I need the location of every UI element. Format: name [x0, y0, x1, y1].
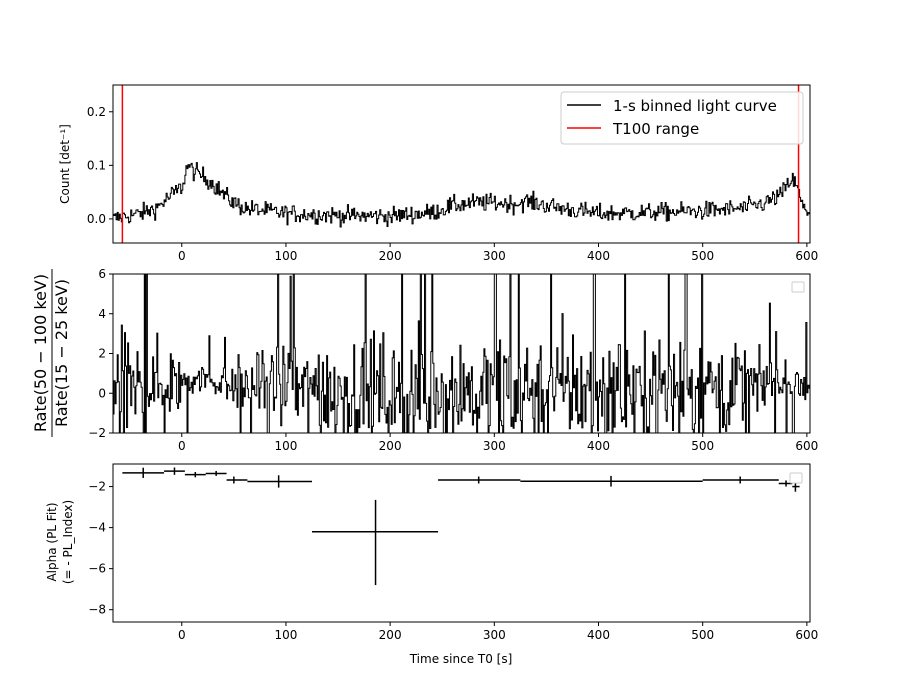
x-tick-label: 400 — [587, 628, 610, 642]
light-curve-ylabel: Count [det⁻¹] — [58, 124, 72, 204]
panel-light-curve: 0 100 200 300 400 500 600 0.0 0.1 0.2 Count [det⁻… — [58, 84, 818, 263]
hardness-ylabel-denominator: Rate(15 − 25 keV) — [52, 279, 71, 427]
panel-hardness-ratio: 0 100 200 300 400 500 600 −2 0 2 4 6 Rate(50 − 100 … — [31, 267, 818, 453]
y-tick-label: 0.0 — [87, 212, 106, 226]
hardness-plot-area — [113, 274, 810, 433]
x-tick-label: 300 — [483, 249, 506, 263]
y-tick-label: −6 — [88, 562, 106, 576]
y-tick-label: 6 — [98, 267, 106, 281]
alpha-ylabel: Alpha (PL Fit) — [45, 502, 59, 581]
x-tick-label: 200 — [379, 249, 402, 263]
legend-box — [560, 91, 804, 145]
light-curve-ticks: 0 100 200 300 400 500 600 0.0 0.1 0.2 — [87, 105, 818, 263]
alpha-empty-legend — [789, 472, 803, 484]
y-tick-label: −2 — [88, 426, 106, 440]
light-curve-series-line — [113, 162, 810, 228]
x-tick-label: 600 — [795, 249, 818, 263]
y-tick-label: 0.1 — [87, 158, 106, 172]
hardness-ylabel: Rate(50 − 100 keV) Rate(15 − 25 keV) — [31, 269, 71, 437]
hardness-empty-legend — [791, 281, 805, 293]
alpha-ticks: 0 100 200 300 400 500 600 −8 −6 −4 −2 — [88, 480, 818, 642]
x-tick-label: 100 — [274, 628, 297, 642]
x-tick-label: 100 — [274, 439, 297, 453]
y-tick-label: 0.2 — [87, 105, 106, 119]
x-tick-label: 0 — [178, 439, 186, 453]
x-tick-label: 500 — [691, 249, 714, 263]
y-tick-label: 2 — [98, 347, 106, 361]
y-tick-label: −8 — [88, 603, 106, 617]
alpha-axes-frame — [112, 463, 811, 623]
y-tick-label: −2 — [88, 480, 106, 494]
hardness-ylabel-numerator: Rate(50 − 100 keV) — [31, 274, 50, 432]
x-tick-label: 100 — [274, 249, 297, 263]
y-tick-label: 0 — [98, 386, 106, 400]
x-tick-label: 400 — [587, 439, 610, 453]
alpha-ylabel-secondary: (= - PL_Index) — [61, 500, 75, 584]
light-curve-legend: 1-s binned light curve T100 range — [560, 91, 804, 145]
x-tick-label: 500 — [691, 628, 714, 642]
legend-label-t100: T100 range — [612, 120, 699, 138]
x-tick-label: 600 — [795, 439, 818, 453]
x-tick-label: 300 — [483, 628, 506, 642]
y-tick-label: 4 — [98, 307, 106, 321]
x-tick-label: 400 — [587, 249, 610, 263]
x-tick-label: 500 — [691, 439, 714, 453]
hardness-series-line — [113, 274, 810, 433]
x-tick-label: 200 — [379, 628, 402, 642]
x-tick-label: 200 — [379, 439, 402, 453]
x-tick-label: 300 — [483, 439, 506, 453]
legend-label-light-curve: 1-s binned light curve — [613, 97, 777, 115]
light-curve-axes-frame — [112, 84, 811, 244]
x-tick-label: 0 — [178, 628, 186, 642]
x-tick-label: 600 — [795, 628, 818, 642]
alpha-xlabel: Time since T0 [s] — [409, 652, 513, 666]
y-tick-label: −4 — [88, 521, 106, 535]
x-tick-label: 0 — [178, 249, 186, 263]
alpha-plot-area — [122, 467, 800, 586]
hardness-ticks: 0 100 200 300 400 500 600 −2 0 2 4 6 — [88, 267, 818, 453]
panel-alpha: 0 100 200 300 400 500 600 −8 −6 −4 −2 Alpha (PL Fi… — [45, 463, 818, 666]
